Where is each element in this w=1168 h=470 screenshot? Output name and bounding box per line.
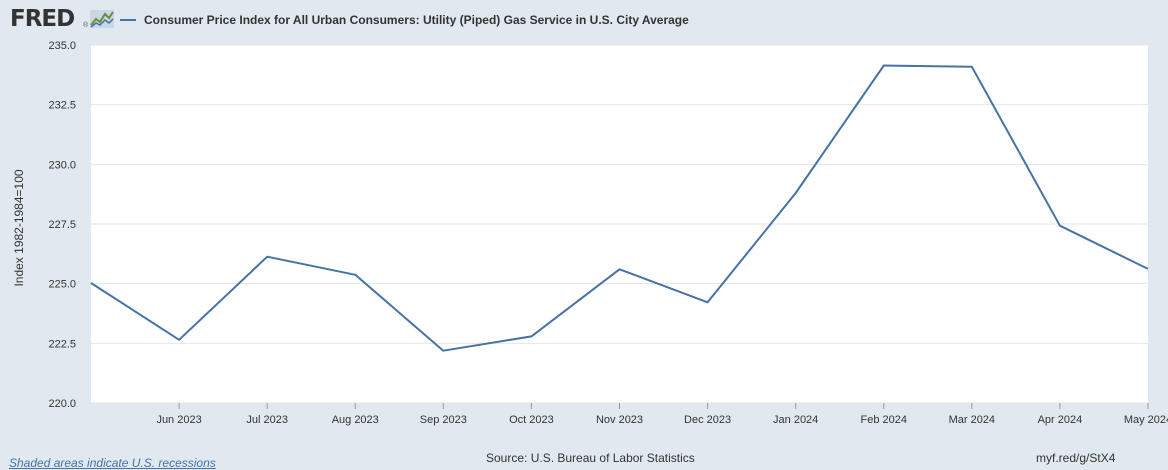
chart-legend[interactable]: Consumer Price Index for All Urban Consu… (120, 13, 689, 27)
x-tick-label: Sep 2023 (420, 414, 467, 426)
chart-header: FRED ® Consumer Price Index for All Urba… (0, 0, 1168, 40)
data-point[interactable] (527, 332, 535, 340)
x-tick-label: Mar 2024 (949, 414, 995, 426)
x-tick-label: Aug 2023 (332, 414, 379, 426)
recession-note-link[interactable]: Shaded areas indicate U.S. recessions (9, 456, 216, 470)
series-line[interactable] (90, 64, 1149, 352)
fred-logo-registered-mark: ® (83, 22, 89, 29)
data-point[interactable] (87, 279, 95, 287)
x-tick-label: Jul 2023 (246, 414, 288, 426)
y-axis-label: Index 1982-1984=100 (12, 169, 26, 286)
x-tick-label: Jun 2023 (156, 414, 201, 426)
x-tick-label: Nov 2023 (596, 414, 643, 426)
data-point[interactable] (351, 271, 359, 279)
data-point[interactable] (1144, 265, 1152, 273)
short-link[interactable]: myf.red/g/StX4 (1036, 451, 1116, 465)
y-tick-label: 230.0 (48, 159, 76, 171)
legend-swatch (120, 19, 136, 21)
x-tick-label: Feb 2024 (861, 414, 907, 426)
y-tick-label: 232.5 (48, 100, 76, 112)
y-axis-tick-labels: 220.0 222.5 225.0 227.5 230.0 232.5 235.0 (48, 40, 76, 410)
x-tick-label: Jan 2024 (773, 414, 818, 426)
source-credit: Source: U.S. Bureau of Labor Statistics (486, 451, 695, 465)
y-tick-label: 220.0 (48, 398, 76, 410)
x-tick-label: May 2024 (1124, 414, 1168, 426)
data-point[interactable] (439, 347, 447, 355)
y-tick-label: 222.5 (48, 338, 76, 350)
line-chart-icon (90, 10, 114, 28)
data-point[interactable] (616, 265, 624, 273)
legend-series-label: Consumer Price Index for All Urban Consu… (144, 13, 689, 27)
y-tick-label: 235.0 (48, 40, 76, 52)
y-tick-label: 227.5 (48, 219, 76, 231)
fred-logo[interactable]: FRED (10, 6, 75, 32)
data-point[interactable] (1056, 222, 1064, 230)
x-tick-label: Oct 2023 (509, 414, 554, 426)
data-point[interactable] (704, 298, 712, 306)
x-tick-label: Apr 2024 (1038, 414, 1083, 426)
data-point[interactable] (263, 253, 271, 261)
data-point[interactable] (880, 62, 888, 70)
data-point[interactable] (175, 336, 183, 344)
data-point[interactable] (792, 189, 800, 197)
x-axis-tick-labels: Jun 2023 Jul 2023 Aug 2023 Sep 2023 Oct 2023… (156, 403, 1168, 426)
y-tick-label: 225.0 (48, 279, 76, 291)
data-point[interactable] (968, 63, 976, 71)
x-tick-label: Dec 2023 (684, 414, 731, 426)
series-group (87, 62, 1152, 355)
